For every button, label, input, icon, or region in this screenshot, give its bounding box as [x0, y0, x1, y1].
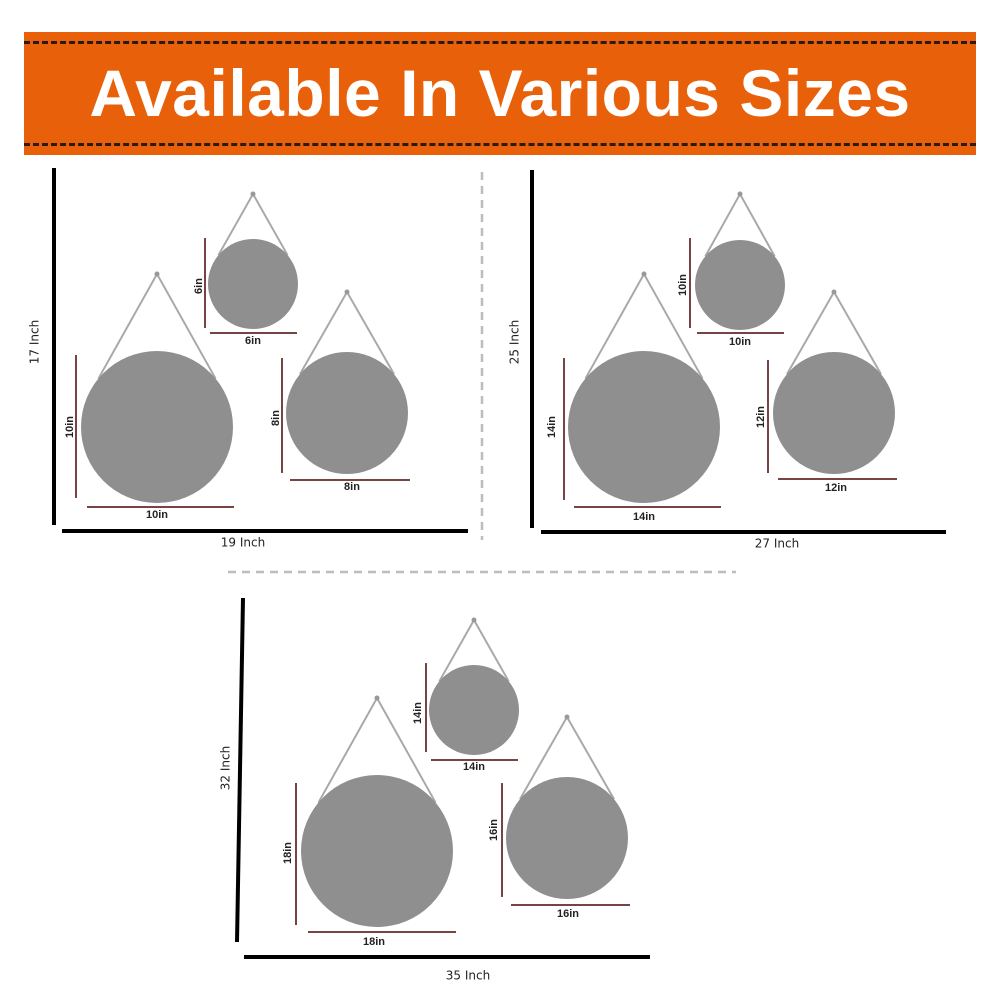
hook-icon — [154, 271, 160, 277]
round-mirror — [286, 352, 408, 474]
mirror-2: 10in 10in — [677, 191, 785, 348]
mirror-3: 16in 16in — [488, 714, 630, 920]
mirror-3: 8in 8in — [270, 289, 410, 493]
round-mirror — [81, 351, 233, 503]
size-panel-2: 25 Inch 27 Inch 14in 14in 10in 10in 12in 12in — [508, 170, 946, 551]
total-height-label: 25 Inch — [508, 320, 522, 364]
mirror-height-label: 10in — [64, 416, 76, 438]
mirror-height-label: 6in — [193, 278, 205, 294]
round-mirror — [506, 777, 628, 899]
hook-icon — [737, 191, 743, 197]
mirror-width-label: 16in — [557, 908, 579, 920]
mirror-height-label: 10in — [677, 274, 689, 296]
total-height-line — [235, 597, 245, 943]
mirror-2: 6in 6in — [193, 191, 298, 347]
mirror-width-label: 10in — [729, 336, 751, 348]
hook-icon — [564, 714, 570, 720]
round-mirror — [773, 352, 895, 474]
hook-icon — [641, 271, 647, 277]
total-width-label: 27 Inch — [755, 537, 799, 551]
round-mirror — [695, 240, 785, 330]
mirror-height-label: 12in — [755, 406, 767, 428]
mirror-width-label: 14in — [463, 761, 485, 773]
hook-icon — [374, 695, 380, 701]
total-width-label: 35 Inch — [446, 969, 490, 983]
mirror-3: 12in 12in — [755, 289, 897, 494]
mirror-width-label: 14in — [633, 511, 655, 523]
hook-icon — [344, 289, 350, 295]
size-panel-3: 32 Inch 35 Inch 18in 18in 14in 14in 16in 16in — [219, 597, 650, 983]
mirror-width-label: 8in — [344, 481, 360, 493]
mirror-2: 14in 14in — [412, 617, 519, 773]
total-height-label: 17 Inch — [28, 320, 42, 364]
hook-icon — [471, 617, 477, 623]
mirror-height-label: 18in — [282, 842, 294, 864]
banner-dashed-line-top — [24, 41, 976, 44]
hook-icon — [250, 191, 256, 197]
mirror-height-label: 14in — [546, 416, 558, 438]
mirror-1: 10in 10in — [64, 271, 234, 521]
round-mirror — [301, 775, 453, 927]
banner-dashed-line-bottom — [24, 143, 976, 146]
mirror-width-label: 18in — [363, 936, 385, 948]
mirror-width-label: 12in — [825, 482, 847, 494]
mirror-width-label: 6in — [245, 335, 261, 347]
round-mirror — [568, 351, 720, 503]
mirror-height-label: 8in — [270, 410, 282, 426]
size-panel-1: 17 Inch 19 Inch 10in 10in 6in 6in 8in 8in — [28, 168, 468, 550]
mirror-1: 18in 18in — [282, 695, 456, 948]
total-width-label: 19 Inch — [221, 536, 265, 550]
mirror-height-label: 16in — [488, 819, 500, 841]
title-banner: Available In Various Sizes — [24, 32, 976, 155]
mirror-1: 14in 14in — [546, 271, 721, 523]
total-height-label: 32 Inch — [219, 746, 233, 790]
mirror-width-label: 10in — [146, 509, 168, 521]
round-mirror — [208, 239, 298, 329]
mirror-height-label: 14in — [412, 702, 424, 724]
banner-title: Available In Various Sizes — [89, 56, 911, 130]
hook-icon — [831, 289, 837, 295]
round-mirror — [429, 665, 519, 755]
